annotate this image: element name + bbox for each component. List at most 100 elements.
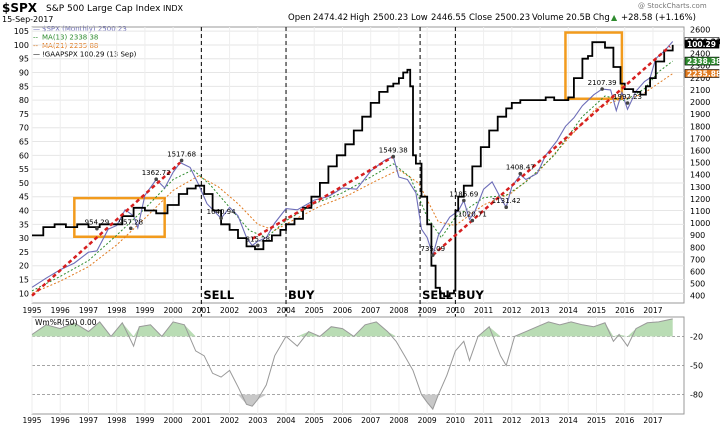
y-right-tick-label: 2000 — [690, 98, 710, 107]
x-tick-label: 2016 — [615, 306, 634, 315]
highlight-box-1 — [564, 31, 624, 101]
y-right-tick-label: 1600 — [690, 146, 710, 155]
stockcharts-credit: @ StockCharts.com — [638, 2, 707, 10]
williams-r-overbought-fill — [32, 318, 673, 337]
x-tick-label: 2017 — [643, 306, 662, 315]
point-label: 2107.39 — [588, 79, 617, 87]
volume-label: Volume — [532, 13, 564, 23]
chart-header: $SPX S&P 500 Large Cap Index INDX 15-Sep… — [2, 1, 707, 24]
x-tick-label: 1998 — [107, 306, 126, 315]
point-label: 1362.72 — [142, 169, 171, 177]
point-marker — [219, 216, 223, 220]
legend-item-2: MA(21) 2235.88 — [42, 42, 98, 50]
y-right-tick-label: 800 — [690, 243, 705, 252]
event-label-buy: BUY — [288, 288, 315, 302]
open-value: 2474.42 — [313, 13, 348, 23]
x-tick-label: 1996 — [51, 306, 70, 315]
chg-up-arrow-icon: ▲ — [611, 13, 618, 22]
x-tick-label: 2002 — [220, 416, 239, 425]
point-label: 1186.69 — [449, 191, 478, 199]
y-right-tick-label: 1700 — [690, 134, 710, 143]
y-right-tick-label: 1300 — [690, 183, 710, 192]
high-label: High — [350, 13, 370, 23]
y-right-tick-label: 1000 — [690, 219, 710, 228]
y-left-tick-label: 65 — [19, 138, 29, 147]
y-right-tick-label: 2200 — [690, 74, 710, 83]
y-left-tick-label: 95 — [19, 55, 29, 64]
y-left-tick-label: 50 — [19, 179, 29, 188]
x-tick-label: 2010 — [446, 416, 465, 425]
y-right-tick-label: 1800 — [690, 122, 710, 131]
point-label: 1549.38 — [379, 147, 408, 155]
x-tick-label: 2003 — [248, 416, 267, 425]
x-tick-label: 2013 — [531, 416, 550, 425]
x-tick-label: 2007 — [361, 306, 380, 315]
x-tick-label: 2015 — [587, 416, 606, 425]
y-right-tick-label: 400 — [690, 292, 705, 301]
point-marker — [504, 205, 508, 209]
close-value: 2500.23 — [495, 13, 530, 23]
high-value: 2500.23 — [373, 13, 408, 23]
low-label: Low — [411, 13, 428, 23]
x-tick-label: 1999 — [135, 416, 154, 425]
price-tag-bg — [684, 39, 720, 49]
y-left-tick-label: 90 — [19, 69, 29, 78]
y-right-tick-label: 1200 — [690, 195, 710, 204]
x-tick-label: 2000 — [164, 306, 183, 315]
point-marker — [430, 253, 435, 257]
x-tick-label: 2006 — [333, 416, 352, 425]
x-tick-label: 1999 — [135, 306, 154, 315]
x-tick-label: 1997 — [79, 416, 98, 425]
y-left-tick-label: 75 — [19, 110, 29, 119]
y-right-tick-label: 900 — [690, 231, 705, 240]
legend-marker-2: -- — [33, 42, 39, 50]
low-value: 2446.55 — [431, 13, 466, 23]
x-tick-label: 2008 — [389, 416, 408, 425]
y-left-tick-label: 20 — [19, 262, 29, 271]
chart-legend: — $SPX (Monthly) 2500.23-- MA(13) 2338.38-… — [33, 25, 137, 59]
x-tick-label: 2000 — [164, 416, 183, 425]
chart-symbol: $SPX — [2, 1, 38, 15]
x-tick-label: 2011 — [474, 306, 493, 315]
y-right-tick-label: 2400 — [690, 50, 710, 59]
legend-marker-0: — — [33, 25, 40, 33]
x-tick-label: 2012 — [502, 416, 521, 425]
y-left-tick-label: 35 — [19, 220, 29, 229]
price-tag: 2235.88 — [687, 69, 720, 78]
y-left-tick-label: 40 — [19, 207, 29, 216]
point-marker — [95, 226, 99, 231]
x-tick-label: 2008 — [389, 306, 408, 315]
chart-index-name: S&P 500 Large Cap Index — [46, 4, 161, 14]
point-label: 1992.23 — [613, 93, 642, 101]
point-marker — [625, 101, 630, 105]
y-left-tick-label: 25 — [19, 248, 29, 257]
y-left-tick-label: 60 — [19, 151, 29, 160]
y-right-tick-label: 700 — [690, 255, 705, 264]
x-tick-label: 2002 — [220, 306, 239, 315]
point-marker — [179, 158, 184, 163]
x-tick-label: 2011 — [474, 416, 493, 425]
point-marker — [128, 226, 133, 231]
point-marker — [391, 154, 396, 159]
x-tick-label: 2013 — [531, 306, 550, 315]
y-right-tick-label: 1500 — [690, 159, 710, 168]
series-ma13-line — [31, 60, 674, 292]
y-right-tick-label: 2600 — [690, 25, 710, 34]
price-tag-bg — [684, 56, 720, 66]
x-tick-label: 2005 — [305, 416, 324, 425]
trendline-1 — [251, 155, 394, 240]
x-tick-label: 2009 — [418, 306, 437, 315]
x-tick-label: 1995 — [22, 306, 41, 315]
x-tick-label: 2015 — [587, 306, 606, 315]
point-label: 1020.71 — [458, 211, 487, 219]
williams-r-panel: -20 -50 -80 1995 1996 1997 1998 1999 2000 2001 200… — [22, 316, 703, 425]
point-label: 1131.42 — [492, 197, 521, 205]
y-left-tick-label: 100 — [14, 41, 29, 50]
x-tick-label: 2005 — [305, 306, 324, 315]
indicator-tick-label: -20 — [690, 332, 703, 341]
y-right-tick-label: 1900 — [690, 110, 710, 119]
price-tag: 100.29 — [687, 40, 716, 49]
price-tag: 2338.38 — [687, 57, 720, 66]
